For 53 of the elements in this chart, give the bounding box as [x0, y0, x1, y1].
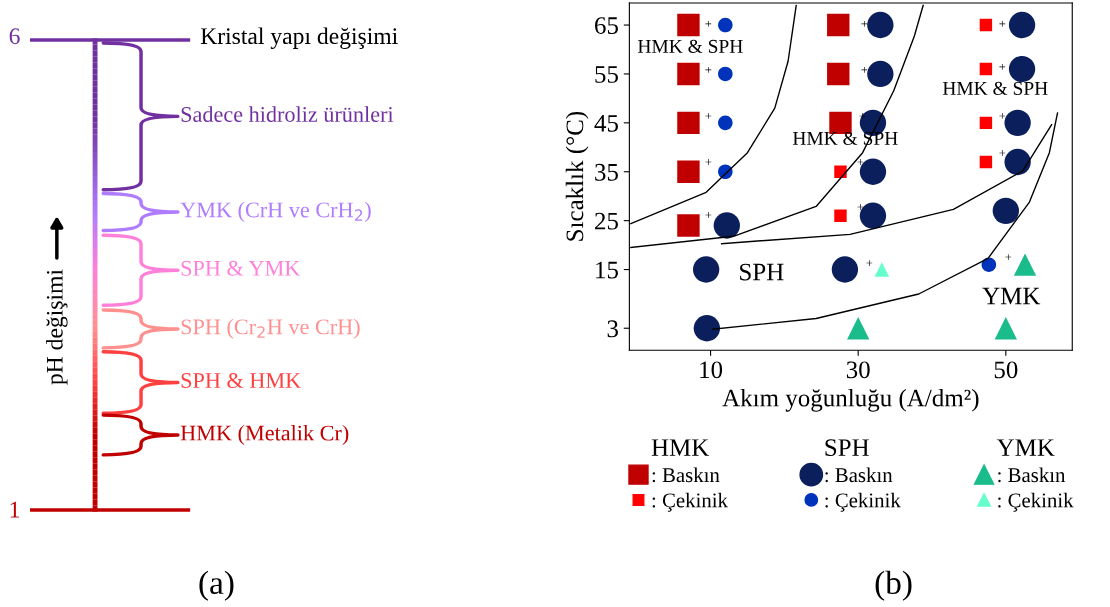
annotation: + [859, 113, 866, 119]
y-tick-label: 3 [607, 320, 618, 338]
annotation: + [999, 64, 1006, 70]
category-label: SPH & YMK [181, 260, 301, 276]
category-label: YMK (CrH ve CrH$_{2}$) [180, 201, 371, 222]
text: Kristal yapı değişimi [200, 27, 398, 49]
y-tick-label: 65 [595, 17, 618, 34]
annotation: + [1005, 254, 1012, 260]
annotation: SPH [740, 263, 784, 281]
annotation: + [866, 260, 873, 266]
x-tick-label: 30 [846, 361, 870, 379]
text: YMK [996, 439, 1055, 456]
text: SPH [825, 439, 869, 457]
annotation: + [999, 113, 1006, 119]
annotation: + [857, 204, 864, 210]
annotation: + [857, 159, 864, 165]
text: 6 [9, 28, 20, 45]
category-label: SPH & HMK [181, 373, 301, 389]
y-tick-label: 35 [595, 163, 618, 181]
annotation: + [999, 150, 1006, 156]
legend-label: : Baskın [998, 467, 1066, 483]
annotation: + [705, 159, 712, 165]
y-tick-label: 15 [596, 261, 618, 279]
category-label: SPH (Cr$_{2}$H ve CrH) [181, 318, 360, 339]
text: (b) [875, 570, 912, 601]
x-tick-label: 50 [994, 361, 1018, 379]
x-tick-label: 10 [700, 361, 723, 379]
annotation: + [861, 20, 868, 27]
annotation: HMK & SPH [942, 81, 1048, 95]
annotation: + [705, 20, 712, 27]
legend-label: : Çekinik [652, 492, 728, 512]
category-label: HMK (Metalik Cr) [180, 424, 349, 446]
text: HMK [651, 439, 710, 456]
annotation: + [705, 113, 712, 119]
annotation: + [861, 67, 868, 73]
annotation: YMK [982, 287, 1041, 305]
y-tick-label: 25 [595, 212, 618, 230]
legend-label: : Çekinik [998, 492, 1074, 512]
category-label: Sadece hidroliz ürünleri [181, 106, 394, 122]
text: 1 [10, 501, 20, 518]
annotation: + [999, 20, 1006, 27]
y-axis-title: Sıcaklık (°C) [565, 111, 589, 241]
legend-label: : Çekinik [825, 492, 901, 512]
y-tick-label: 55 [595, 66, 618, 83]
y-tick-label: 45 [594, 115, 618, 132]
annotation: HMK & SPH [637, 39, 743, 53]
text: pH değişimi [46, 269, 68, 385]
legend-label: : Baskın [825, 467, 893, 483]
annotation: + [705, 67, 712, 73]
text: (a) [199, 570, 234, 601]
x-axis-title: Akım yoğunluğu (A/dm²) [722, 388, 979, 412]
annotation: + [705, 212, 712, 218]
legend-label: : Baskın [652, 467, 720, 483]
